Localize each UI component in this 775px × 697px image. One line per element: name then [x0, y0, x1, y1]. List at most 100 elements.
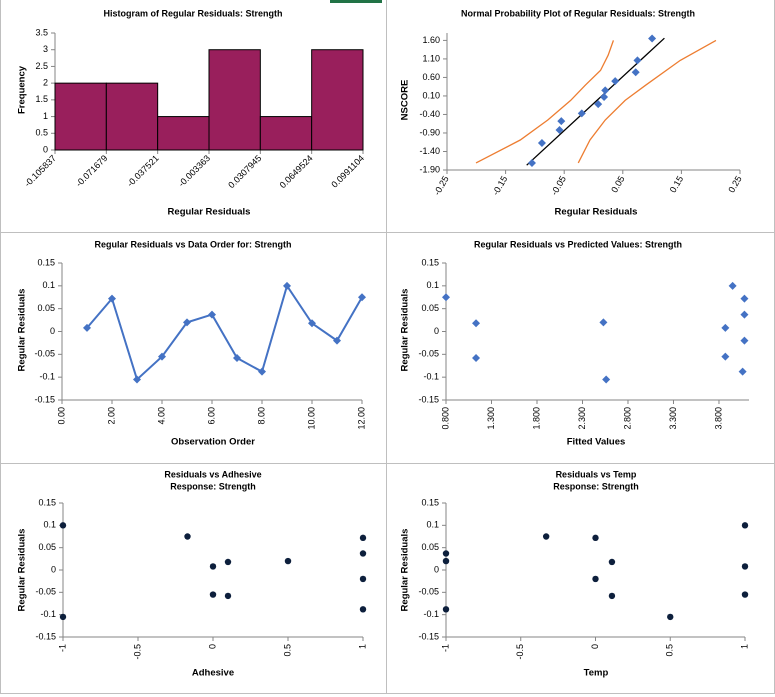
- y-tick-label: 2.5: [35, 61, 48, 71]
- data-point: [537, 138, 546, 147]
- y-tick-label: 0: [434, 326, 439, 336]
- y-tick-label: 0.05: [37, 303, 55, 313]
- x-tick-label: -0.5: [132, 644, 142, 660]
- x-tick-label: 10.00: [306, 407, 316, 430]
- y-tick-label: 0.10: [422, 90, 440, 100]
- data-point: [557, 117, 566, 126]
- data-point: [472, 319, 481, 328]
- x-tick-label: 0.5: [282, 644, 292, 657]
- histogram-bar: [259, 116, 313, 151]
- data-point: [359, 550, 367, 557]
- y-tick-label: 1.10: [422, 53, 440, 63]
- data-point: [224, 558, 232, 566]
- data-point: [359, 606, 367, 613]
- y-tick-label: -0.15: [35, 631, 56, 641]
- x-tick-label: 1.300: [486, 407, 496, 430]
- chart-title: Residuals vs Temp: [556, 469, 637, 479]
- y-axis-label: Regular Residuals: [17, 529, 28, 612]
- y-tick-label: -0.05: [35, 587, 56, 597]
- data-point: [183, 318, 191, 327]
- data-point: [472, 353, 481, 362]
- y-tick-label: -0.1: [423, 372, 439, 382]
- data-point: [209, 591, 217, 598]
- x-tick-label: 8.00: [256, 407, 266, 425]
- data-point: [59, 522, 67, 529]
- y-axis-label: Regular Residuals: [400, 529, 411, 612]
- data-point: [608, 558, 616, 566]
- y-tick-label: -0.15: [418, 394, 439, 404]
- data-point: [631, 68, 640, 77]
- x-tick-label: 2.00: [106, 407, 116, 425]
- x-tick-label: 0: [590, 644, 600, 649]
- data-point: [59, 613, 67, 621]
- x-tick-label: -0.5: [515, 644, 525, 660]
- data-point: [667, 613, 674, 621]
- data-point: [738, 367, 747, 376]
- data-point: [359, 575, 367, 583]
- y-tick-label: 0: [43, 144, 48, 154]
- selected-cell-indicator: [330, 0, 382, 3]
- x-tick-label: 0.5: [665, 644, 675, 657]
- histogram-bar: [311, 49, 364, 151]
- y-tick-label: -0.1: [40, 609, 56, 619]
- y-tick-label: 0.1: [426, 280, 439, 290]
- x-axis-label: Observation Order: [171, 437, 255, 448]
- x-tick-label: 0.00: [56, 407, 66, 425]
- data-point: [608, 592, 616, 600]
- series-line: [475, 40, 615, 164]
- y-tick-label: 0.15: [38, 497, 56, 507]
- y-axis-label: Regular Residuals: [17, 289, 28, 372]
- y-tick-label: 0.05: [38, 542, 56, 552]
- data-point: [602, 375, 611, 384]
- y-tick-label: 0.1: [43, 520, 56, 530]
- data-point: [358, 293, 366, 302]
- x-tick-label: -1: [440, 644, 450, 652]
- y-tick-label: 1: [43, 111, 48, 121]
- y-tick-label: 0.05: [421, 303, 439, 313]
- x-tick-label: 3.300: [668, 407, 678, 430]
- x-axis-label: Fitted Values: [567, 437, 626, 448]
- data-point: [283, 281, 291, 290]
- y-tick-label: 0.05: [421, 542, 439, 552]
- data-point: [527, 158, 536, 167]
- data-point: [442, 550, 450, 557]
- data-point: [308, 319, 316, 328]
- y-tick-label: 0.5: [35, 128, 48, 138]
- y-axis-label: Frequency: [17, 65, 28, 114]
- chart-title: Residuals vs Adhesive: [164, 469, 261, 479]
- series-line: [577, 39, 717, 164]
- data-point: [592, 575, 599, 583]
- x-tick-label: 6.00: [206, 407, 216, 425]
- y-tick-label: 2: [43, 78, 48, 88]
- histogram-bar: [105, 82, 159, 151]
- data-point: [442, 606, 450, 613]
- x-tick-label: 2.300: [577, 407, 587, 430]
- y-tick-label: -0.05: [418, 349, 439, 359]
- data-point: [721, 352, 730, 361]
- data-point: [601, 86, 610, 95]
- data-point: [208, 310, 216, 319]
- data-point: [740, 336, 749, 345]
- data-point: [592, 534, 599, 542]
- y-tick-label: 0.1: [426, 520, 439, 530]
- data-point: [555, 126, 564, 135]
- y-tick-label: 1.5: [35, 94, 48, 104]
- data-point: [633, 56, 642, 65]
- data-point: [133, 375, 141, 384]
- data-point: [740, 310, 749, 319]
- y-tick-label: -0.90: [419, 127, 440, 137]
- data-point: [224, 592, 232, 600]
- y-tick-label: 0.60: [422, 72, 440, 82]
- y-tick-label: -0.05: [34, 349, 55, 359]
- data-point: [442, 293, 450, 302]
- y-tick-label: 0.15: [421, 497, 439, 507]
- chart-title: Histogram of Regular Residuals: Strength: [103, 8, 282, 18]
- data-point: [599, 318, 608, 327]
- chart: Regular Residuals vs Data Order for: Str…: [17, 239, 367, 447]
- data-point: [741, 522, 749, 529]
- x-tick-label: 1: [357, 644, 367, 649]
- x-tick-label: 12.00: [356, 407, 366, 430]
- data-point: [233, 353, 241, 362]
- data-point: [542, 533, 550, 540]
- y-axis-label: NSCORE: [400, 80, 411, 121]
